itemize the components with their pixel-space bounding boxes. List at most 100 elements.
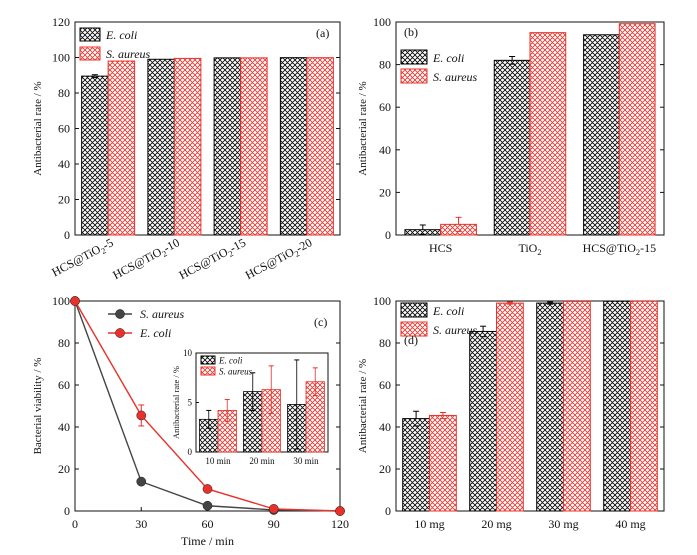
y-axis-label: Bacterial viability / % [32, 358, 44, 455]
x-tick-label: 20 min [249, 456, 275, 466]
legend-swatch [79, 46, 101, 61]
bar [147, 58, 175, 236]
data-point [70, 296, 80, 306]
bar [279, 57, 308, 236]
bar [107, 60, 136, 236]
legend-label: E. coli [432, 304, 464, 318]
y-tick-label: 40 [379, 420, 391, 434]
y-tick-label: 20 [58, 462, 70, 476]
y-tick-label: 0 [385, 228, 391, 242]
bar [173, 57, 202, 236]
x-tick-label: 20 mg [481, 517, 511, 531]
bar [240, 57, 268, 236]
legend-label: E. coli [105, 28, 137, 42]
bar [213, 57, 242, 236]
bar [306, 57, 334, 236]
x-tick-label: 10 mg [414, 517, 444, 531]
y-tick-label: 100 [373, 294, 391, 308]
bar [402, 418, 431, 512]
y-tick-label: 100 [52, 294, 70, 308]
legend-label: S. aureus [140, 307, 185, 321]
legend-label: E. coli [432, 51, 464, 65]
plot-frame [395, 300, 665, 512]
bar [493, 59, 531, 236]
panel-label: (d) [404, 333, 418, 347]
legend-swatch [200, 355, 216, 365]
y-tick-label: 0 [64, 504, 70, 518]
x-tick-label: HCS@TiO2​-15 [177, 235, 249, 284]
legend-swatch [200, 366, 216, 376]
x-tick-label: 40 mg [615, 517, 645, 531]
panel-a: 0 20 40 60 80 100 120 Antibacterial rate / % HCS… [32, 15, 341, 284]
y-tick-label: 80 [58, 86, 70, 100]
data-point [136, 410, 147, 421]
bar [618, 23, 656, 236]
y-tick-label: 10 [183, 348, 193, 358]
x-tick-label: 10 min [205, 456, 231, 466]
x-tick-label: 30 [135, 517, 147, 531]
x-tick-label: HCS [429, 241, 452, 255]
legend-marker [115, 328, 125, 338]
x-tick-label: HCS@TiO2​-20 [243, 235, 315, 284]
bar [630, 300, 658, 512]
y-tick-label: 40 [58, 157, 70, 171]
legend-label: S. aureus [433, 70, 478, 84]
x-tick-label: 120 [331, 517, 349, 531]
legend-swatch [400, 302, 428, 318]
panel-b: 0 20 40 60 80 100 Antibacterial rate / % HCS TiO… [357, 15, 665, 257]
bar [536, 302, 565, 512]
panel-label: (c) [314, 315, 327, 329]
y-axis-label: Antibacterial rate / % [357, 81, 369, 175]
bar [529, 32, 567, 236]
x-tick-label: 30 min [293, 456, 319, 466]
y-tick-label: 80 [379, 58, 391, 72]
y-tick-label: 120 [52, 15, 70, 29]
bar [603, 300, 632, 512]
legend-label: E. coli [139, 326, 171, 340]
bar [496, 302, 524, 512]
y-tick-label: 100 [52, 51, 70, 65]
data-point [202, 500, 213, 511]
legend-swatch [400, 321, 428, 337]
y-tick-label: 5 [188, 398, 193, 408]
legend-label: S. aureus [433, 323, 478, 337]
panel-label: (b) [404, 25, 418, 39]
bar [440, 223, 477, 236]
bar [469, 330, 498, 512]
legend-swatch [79, 27, 101, 42]
y-axis-label: Antibacterial rate / % [171, 366, 181, 439]
y-tick-label: 0 [385, 504, 391, 518]
x-tick-label: HCS@TiO2​-15 [583, 241, 657, 257]
legend-swatch [400, 68, 428, 84]
y-tick-label: 80 [58, 336, 70, 350]
x-axis-label: Time / min [181, 534, 234, 548]
bar [81, 75, 109, 236]
y-tick-label: 0 [188, 447, 193, 457]
bar [429, 414, 457, 512]
x-tick-label: HCS@TiO2​-5 [49, 235, 116, 281]
y-axis-label: Antibacterial rate / % [32, 81, 44, 175]
bar [583, 34, 620, 236]
y-tick-label: 40 [58, 420, 70, 434]
legend-label: S. aureus [219, 367, 253, 377]
data-point [136, 476, 147, 487]
legend-label: S. aureus [106, 47, 151, 61]
data-point [335, 506, 345, 516]
legend-marker [115, 309, 125, 319]
y-tick-label: 60 [379, 378, 391, 392]
y-axis-label: Antibacterial rate / % [357, 359, 369, 453]
x-tick-label: TiO2​ [518, 241, 541, 257]
y-tick-label: 20 [58, 193, 70, 207]
panel-label: (a) [316, 26, 329, 40]
legend-swatch [400, 49, 428, 65]
data-point [202, 484, 213, 494]
y-tick-label: 80 [379, 336, 391, 350]
x-tick-label: 60 [202, 517, 214, 531]
data-point [268, 504, 279, 514]
y-tick-label: 60 [379, 100, 391, 114]
x-tick-label: HCS@TiO2​-10 [110, 235, 182, 284]
y-tick-label: 60 [58, 122, 70, 136]
